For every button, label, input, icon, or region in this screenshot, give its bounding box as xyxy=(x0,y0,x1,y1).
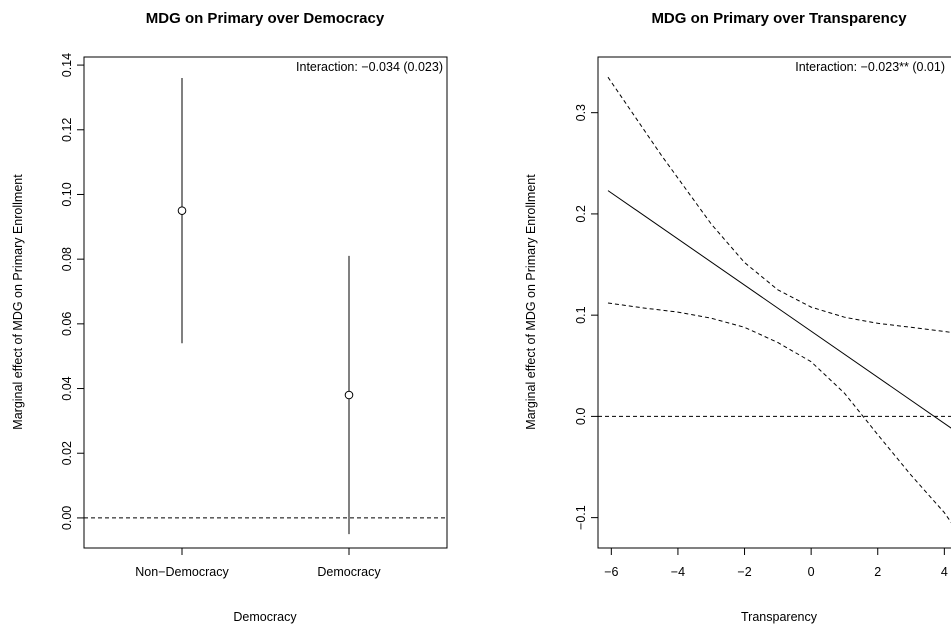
ci-upper-line xyxy=(607,76,951,333)
y-tick-label-0: 0.00 xyxy=(60,506,74,530)
y-tick-label-0: −0.1 xyxy=(574,505,588,530)
x-axis-ticks: Non−Democracy Democracy xyxy=(135,548,381,579)
y-tick-label-1: 0.02 xyxy=(60,441,74,465)
estimate-point-0 xyxy=(177,206,187,215)
x-tick-label-4: 2 xyxy=(874,565,881,579)
x-tick-label-1: Democracy xyxy=(317,565,381,579)
y-tick-label-1: 0.0 xyxy=(574,408,588,425)
y-axis-ticks: −0.1 0.0 0.1 0.2 0.3 xyxy=(574,104,598,530)
x-axis-label: Democracy xyxy=(233,610,297,624)
x-tick-label-2: −2 xyxy=(737,565,751,579)
y-axis-label: Marginal effect of MDG on Primary Enroll… xyxy=(524,174,538,430)
y-tick-label-3: 0.06 xyxy=(60,312,74,336)
y-tick-label-3: 0.2 xyxy=(574,205,588,222)
ci-lower-line xyxy=(607,302,951,524)
interaction-annotation: Interaction: −0.023** (0.01) xyxy=(795,60,945,74)
transparency-panel: MDG on Primary over Transparency Interac… xyxy=(524,10,951,624)
x-tick-label-1: −4 xyxy=(671,565,685,579)
panel-title: MDG on Primary over Democracy xyxy=(146,10,385,27)
plot-frame xyxy=(83,56,448,549)
y-axis-ticks: 0.00 0.02 0.04 0.06 0.08 0.10 0.12 0.14 xyxy=(60,53,84,530)
line-marks xyxy=(598,76,951,524)
plot-frame xyxy=(597,56,951,549)
y-tick-label-2: 0.04 xyxy=(60,376,74,400)
y-tick-label-5: 0.10 xyxy=(60,182,74,206)
panel-title: MDG on Primary over Transparency xyxy=(651,10,907,27)
x-tick-label-0: −6 xyxy=(604,565,618,579)
estimate-marks xyxy=(84,78,447,535)
y-tick-label-4: 0.3 xyxy=(574,104,588,121)
x-tick-label-3: 0 xyxy=(808,565,815,579)
x-tick-label-0: Non−Democracy xyxy=(135,565,229,579)
y-tick-label-7: 0.14 xyxy=(60,53,74,77)
democracy-panel: MDG on Primary over Democracy Interactio… xyxy=(11,10,448,624)
x-tick-label-5: 4 xyxy=(941,565,948,579)
y-tick-label-2: 0.1 xyxy=(574,306,588,323)
y-tick-label-4: 0.08 xyxy=(60,247,74,271)
interaction-annotation: Interaction: −0.034 (0.023) xyxy=(296,60,443,74)
estimate-line xyxy=(607,190,951,429)
x-axis-ticks: −6 −4 −2 0 2 4 xyxy=(604,548,948,579)
x-axis-label: Transparency xyxy=(741,610,818,624)
estimate-point-1 xyxy=(344,390,354,400)
y-tick-label-6: 0.12 xyxy=(60,118,74,142)
y-axis-label: Marginal effect of MDG on Primary Enroll… xyxy=(11,174,25,430)
